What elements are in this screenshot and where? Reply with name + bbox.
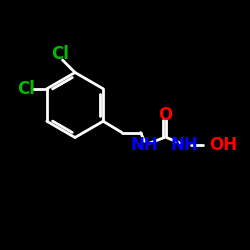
Text: NH: NH [130, 136, 158, 154]
Text: NH: NH [170, 136, 198, 154]
Text: Cl: Cl [51, 45, 69, 63]
Text: Cl: Cl [17, 80, 35, 98]
Text: OH: OH [209, 136, 237, 154]
Text: O: O [158, 106, 173, 124]
